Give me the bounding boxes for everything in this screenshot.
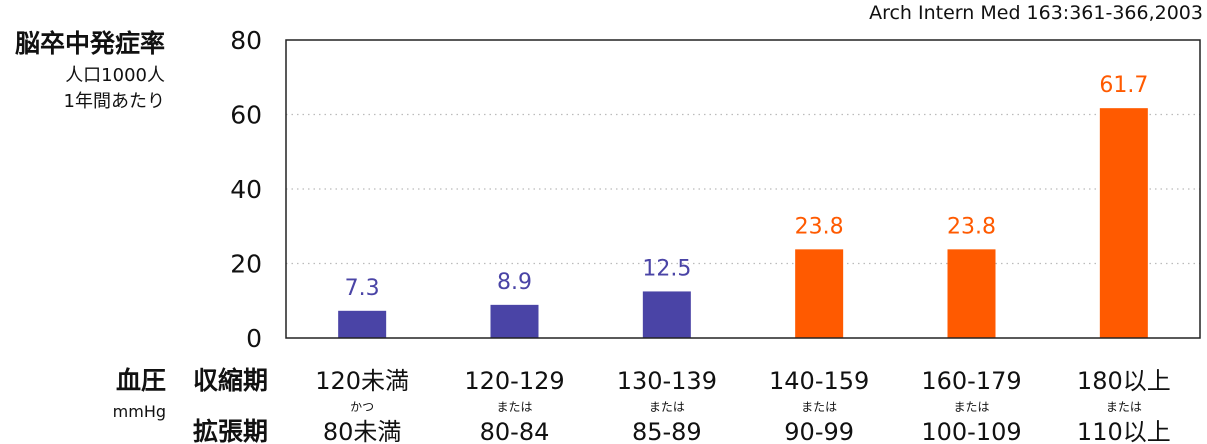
bar-value-label: 12.5: [642, 256, 691, 281]
bar: [642, 291, 691, 338]
x-axis-title: 血圧: [116, 366, 166, 395]
y-tick-label: 20: [230, 250, 262, 279]
diastolic-category-label: 90-99: [784, 418, 854, 444]
systolic-category-label: 120未満: [315, 367, 409, 395]
diastolic-category-label: 110以上: [1077, 418, 1171, 444]
y-tick-label: 40: [230, 175, 262, 204]
category-connector-label: または: [649, 400, 685, 414]
plot-frame: [285, 39, 1201, 339]
systolic-row-label: 収縮期: [193, 366, 268, 395]
bar: [338, 310, 387, 338]
category-connector-label: かつ: [350, 400, 374, 414]
diastolic-row-label: 拡張期: [193, 417, 268, 444]
value-labels: 7.3 8.9 12.5 23.8 23.8 61.7: [345, 73, 1149, 301]
systolic-category-label: 130-139: [617, 367, 717, 395]
grid-lines: [286, 113, 1200, 265]
diastolic-category-label: 80-84: [480, 418, 550, 444]
y-axis-unit-line2: 1年間あたり: [64, 91, 165, 112]
x-axis-unit: mmHg: [113, 402, 166, 421]
y-tick-labels: 0 20 40 60 80: [230, 26, 262, 353]
y-tick-label: 60: [230, 101, 262, 130]
bar-value-label: 8.9: [497, 270, 532, 295]
diastolic-category-label: 85-89: [632, 418, 702, 444]
bar: [947, 249, 996, 338]
y-axis-title: 脳卒中発症率: [15, 29, 165, 58]
diastolic-category-label: 80未満: [323, 418, 402, 444]
bar-value-label: 61.7: [1099, 73, 1148, 98]
bar: [795, 249, 844, 338]
y-tick-label: 80: [230, 26, 262, 55]
bar-value-label: 23.8: [947, 214, 996, 239]
systolic-category-label: 140-159: [769, 367, 869, 395]
bar: [1099, 108, 1148, 338]
systolic-category-label: 180以上: [1077, 367, 1171, 395]
bar-value-label: 23.8: [795, 214, 844, 239]
bars: [338, 108, 1148, 338]
y-axis-unit-line1: 人口1000人: [65, 65, 165, 86]
category-connector-label: または: [496, 400, 532, 414]
category-connector-label: または: [801, 400, 837, 414]
bar-value-label: 7.3: [345, 276, 380, 301]
diastolic-category-label: 100-109: [921, 418, 1021, 444]
systolic-category-label: 120-129: [464, 367, 564, 395]
bar: [490, 304, 539, 338]
category-connector-label: または: [953, 400, 989, 414]
y-tick-label: 0: [246, 324, 262, 353]
category-connector-label: または: [1106, 400, 1142, 414]
systolic-category-label: 160-179: [921, 367, 1021, 395]
source-citation: Arch Intern Med 163:361-366,2003: [869, 2, 1203, 24]
